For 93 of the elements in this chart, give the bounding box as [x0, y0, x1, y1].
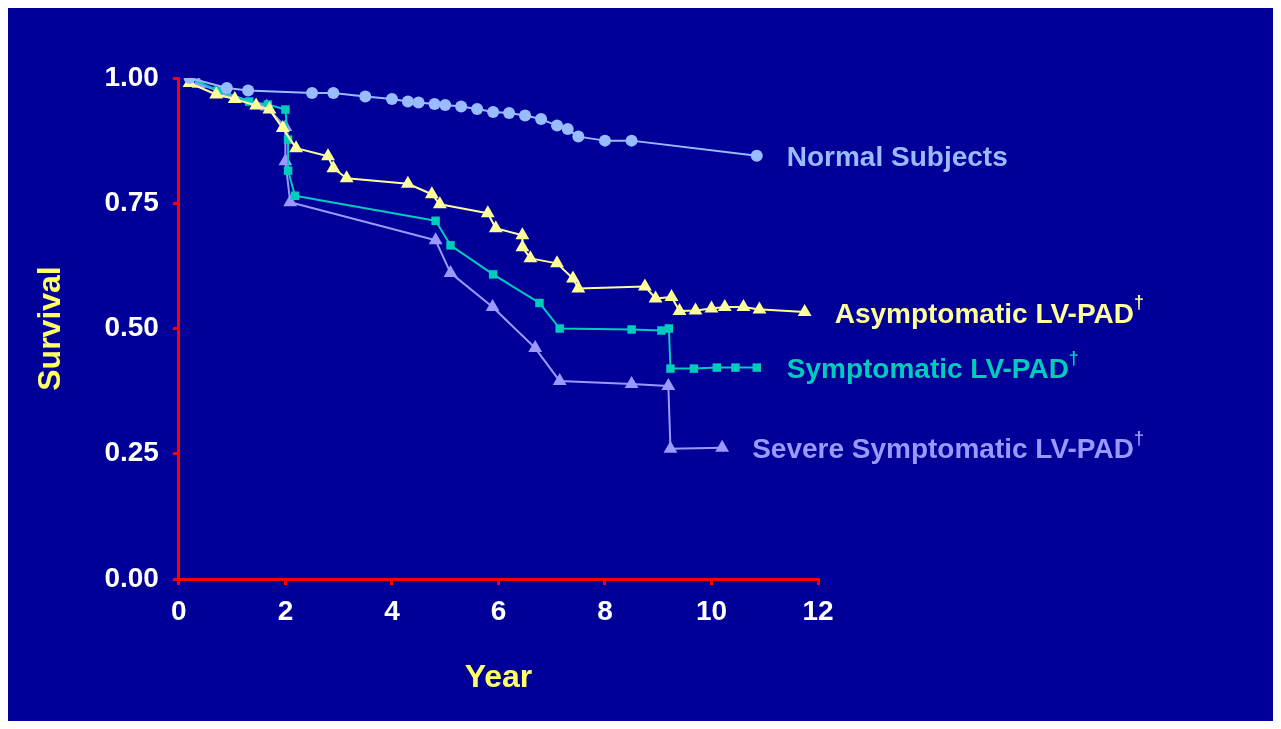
x-tick-label: 0: [171, 594, 187, 626]
y-axis-title: Survival: [31, 266, 68, 391]
point: [664, 288, 679, 301]
point: [689, 364, 699, 373]
point: [400, 175, 415, 188]
series-label: Severe Symptomatic LV-PAD†: [752, 427, 1144, 465]
point: [471, 103, 484, 116]
x-tick-label: 2: [277, 594, 294, 626]
point: [385, 93, 398, 106]
point: [528, 340, 543, 353]
series-label: Symptomatic LV-PAD†: [786, 347, 1079, 385]
point: [598, 134, 611, 147]
point: [523, 250, 538, 263]
x-tick-label: 4: [384, 594, 401, 626]
y-tick-label: 1.00: [104, 60, 159, 92]
point: [227, 91, 242, 104]
point: [566, 270, 580, 283]
point: [321, 148, 335, 161]
point: [401, 95, 414, 108]
point: [688, 302, 703, 315]
point: [503, 107, 516, 120]
x-tick-label: 12: [802, 594, 834, 626]
point: [797, 303, 812, 316]
point: [648, 290, 663, 303]
point: [519, 109, 532, 122]
point: [752, 301, 767, 314]
point: [485, 298, 500, 311]
point: [657, 326, 666, 335]
point: [487, 106, 500, 119]
x-tick-label: 6: [490, 594, 507, 626]
point: [209, 86, 224, 99]
point: [752, 363, 761, 372]
y-tick-label: 0.25: [104, 436, 159, 468]
point: [488, 270, 498, 279]
point: [535, 113, 548, 126]
point: [359, 90, 372, 103]
point: [428, 232, 443, 245]
point: [663, 440, 678, 453]
point: [515, 227, 530, 240]
point: [551, 119, 564, 132]
point: [424, 186, 439, 199]
point: [283, 166, 293, 175]
point: [289, 140, 303, 153]
y-tick-label: 0.50: [104, 311, 159, 343]
point: [535, 298, 544, 308]
point: [455, 100, 468, 113]
point: [326, 160, 341, 173]
point: [572, 130, 585, 143]
point: [672, 302, 687, 315]
point: [555, 324, 564, 333]
point: [550, 255, 564, 268]
point: [290, 191, 300, 200]
point: [736, 298, 751, 311]
point: [281, 105, 290, 114]
point: [515, 239, 530, 252]
point: [283, 194, 298, 207]
point: [242, 84, 255, 97]
point: [249, 97, 264, 110]
point: [666, 364, 675, 373]
point: [637, 278, 652, 291]
point: [624, 376, 639, 389]
point: [306, 87, 319, 100]
series-label: Asymptomatic LV-PAD†: [834, 291, 1144, 329]
point: [571, 280, 586, 293]
series-label: Normal Subjects: [786, 141, 1008, 173]
point: [717, 298, 732, 311]
point: [431, 216, 440, 226]
point: [731, 363, 740, 372]
point: [446, 241, 455, 250]
point: [412, 96, 425, 109]
point: [704, 300, 719, 313]
point: [428, 98, 441, 111]
point: [432, 196, 447, 209]
x-axis-title: Year: [464, 657, 533, 694]
point: [664, 324, 674, 333]
point: [712, 363, 722, 372]
point: [561, 123, 574, 136]
point: [625, 134, 638, 147]
point: [443, 264, 458, 277]
point: [480, 205, 495, 218]
x-tick-label: 10: [695, 594, 728, 626]
y-tick-label: 0.75: [104, 185, 159, 217]
point: [488, 220, 503, 233]
x-tick-label: 8: [597, 594, 613, 626]
point: [339, 170, 354, 183]
point: [627, 325, 636, 334]
point: [661, 378, 676, 391]
point: [750, 149, 763, 162]
point: [327, 87, 340, 100]
y-tick-label: 0.00: [104, 561, 159, 593]
point: [439, 99, 452, 112]
point: [552, 373, 567, 386]
point: [715, 439, 730, 452]
